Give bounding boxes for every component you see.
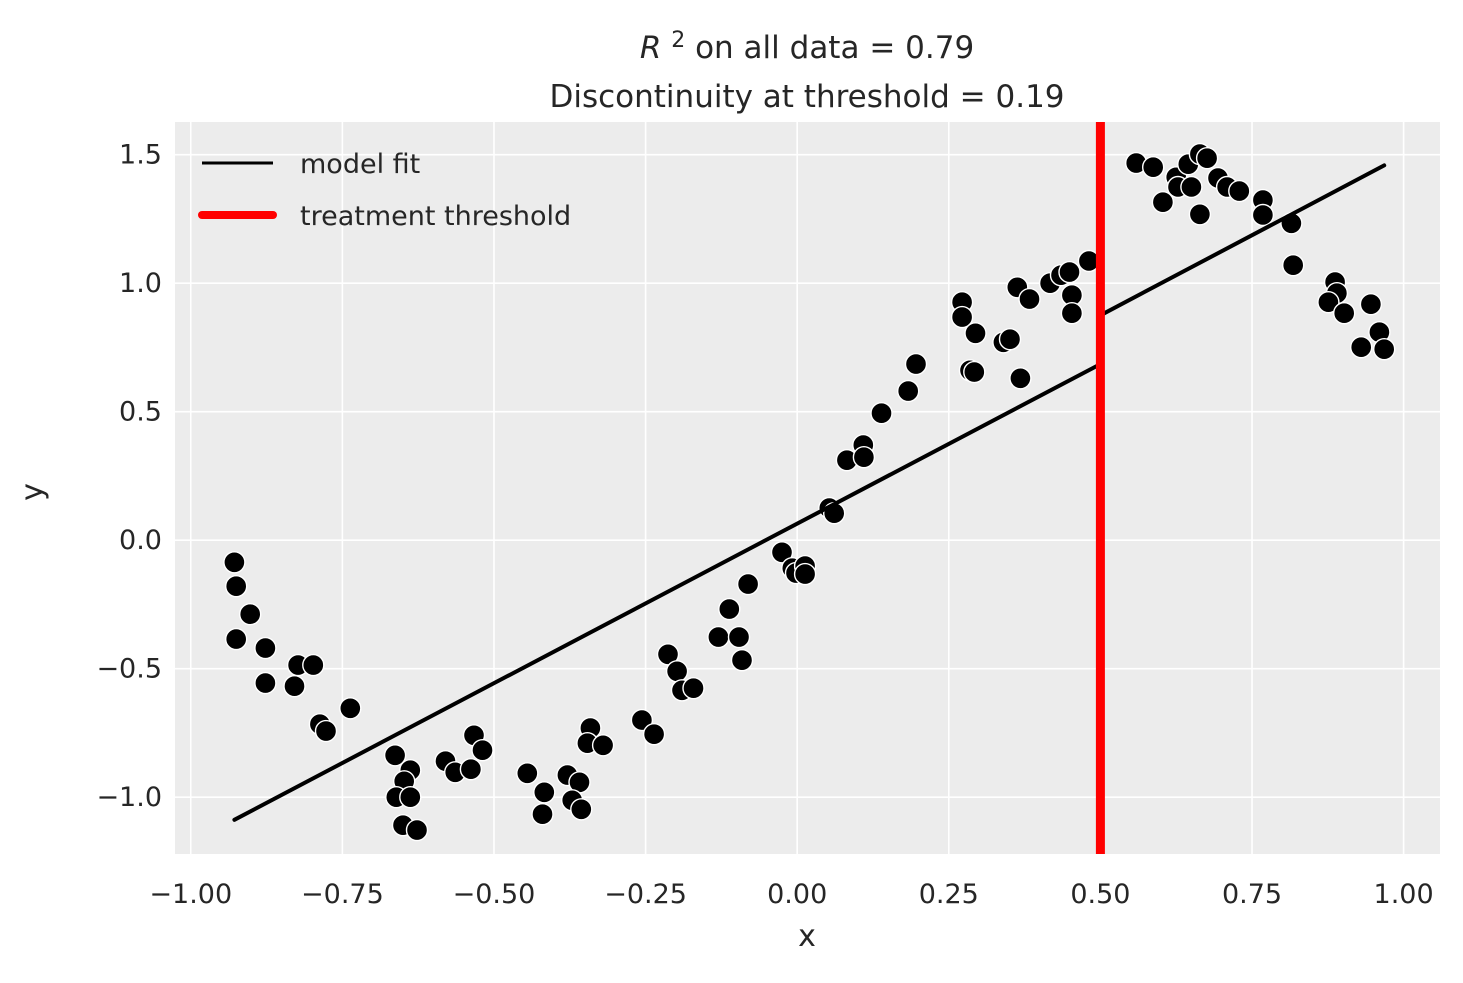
data-point xyxy=(730,649,754,672)
data-point xyxy=(224,627,248,651)
y-tick-label: −1.0 xyxy=(96,782,162,813)
y-tick-label: 0.5 xyxy=(119,397,162,428)
data-point xyxy=(950,305,974,329)
x-tick-label: 1.00 xyxy=(1374,879,1434,910)
data-point xyxy=(707,625,730,649)
data-point xyxy=(963,360,986,384)
data-point xyxy=(339,697,362,720)
model-fit-segment xyxy=(232,362,1103,822)
title-r-symbol: R xyxy=(640,30,662,66)
data-point xyxy=(1058,260,1081,284)
data-point xyxy=(897,379,920,403)
y-tick-label: −0.5 xyxy=(96,654,162,685)
tick-labels: −1.00 −0.75 −0.50 −0.25 0.00 0.25 0.50 0.75 1.00… xyxy=(96,140,1433,910)
data-point xyxy=(516,762,539,785)
data-point xyxy=(642,723,666,746)
data-point xyxy=(1141,155,1165,179)
data-point xyxy=(1251,203,1275,227)
data-point xyxy=(224,575,248,598)
data-point xyxy=(665,660,689,683)
x-tick-label: 0.00 xyxy=(767,879,827,910)
data-point xyxy=(399,786,422,809)
data-point xyxy=(283,675,306,698)
data-point xyxy=(223,551,246,574)
y-axis-label: y xyxy=(15,483,50,501)
data-point xyxy=(531,803,554,826)
legend-line-samples xyxy=(198,161,277,219)
data-point xyxy=(964,322,987,345)
data-point xyxy=(682,677,705,700)
model-fit-line xyxy=(232,163,1387,822)
data-point xyxy=(630,708,654,732)
data-point xyxy=(870,402,893,425)
title-r-superscript: 2 xyxy=(671,28,685,53)
data-point xyxy=(727,625,751,649)
data-point xyxy=(570,798,593,821)
data-point xyxy=(254,671,277,695)
y-tick-label: 1.5 xyxy=(119,140,162,171)
data-point xyxy=(314,719,338,743)
data-point xyxy=(1372,338,1396,361)
data-point xyxy=(1332,302,1356,325)
x-tick-label: 0.50 xyxy=(1070,879,1130,910)
data-point xyxy=(238,603,262,626)
data-point xyxy=(1359,293,1383,316)
plot-title-line1: R 2 on all data = 0.79 xyxy=(640,19,974,66)
data-point xyxy=(1060,302,1084,325)
legend-model-fit-label: model fit xyxy=(300,149,420,180)
data-point xyxy=(1195,146,1219,170)
data-point xyxy=(1009,367,1032,390)
y-tick-label: 1.0 xyxy=(119,268,162,299)
x-axis-label: x xyxy=(798,919,816,954)
data-point xyxy=(405,818,429,842)
data-point xyxy=(1228,179,1251,203)
data-point xyxy=(254,636,277,660)
legend-threshold-label: treatment threshold xyxy=(300,201,571,232)
data-point xyxy=(1317,291,1340,314)
data-point xyxy=(383,744,407,767)
data-point xyxy=(904,352,928,376)
axes-background xyxy=(175,122,1440,854)
data-point xyxy=(471,739,494,762)
data-point xyxy=(459,758,483,781)
data-point xyxy=(1151,190,1175,214)
model-fit-segment xyxy=(1098,163,1387,318)
data-point xyxy=(770,541,794,564)
x-tick-label: 0.25 xyxy=(919,879,979,910)
data-point xyxy=(302,653,325,677)
data-point xyxy=(1188,203,1212,226)
data-point xyxy=(1180,175,1203,199)
data-point xyxy=(533,781,556,804)
data-point xyxy=(1349,336,1373,359)
data-point xyxy=(1018,287,1041,311)
x-tick-label: 0.75 xyxy=(1222,879,1282,910)
data-point xyxy=(736,572,760,596)
x-tick-label: −0.50 xyxy=(453,879,536,910)
data-point xyxy=(718,597,741,621)
y-tick-label: 0.0 xyxy=(119,525,162,556)
x-tick-label: −0.25 xyxy=(604,879,687,910)
scatter-points xyxy=(223,142,1396,842)
data-point xyxy=(793,562,817,586)
data-point xyxy=(998,328,1022,351)
x-tick-label: −0.75 xyxy=(301,879,384,910)
x-tick-label: −1.00 xyxy=(149,879,232,910)
data-point xyxy=(852,446,876,469)
data-point xyxy=(1281,254,1305,277)
plot-title-line2: Discontinuity at threshold = 0.19 xyxy=(549,79,1064,115)
title-line1-text: on all data = 0.79 xyxy=(695,30,974,66)
legend: model fit treatment threshold xyxy=(198,149,571,232)
data-point xyxy=(591,734,615,757)
